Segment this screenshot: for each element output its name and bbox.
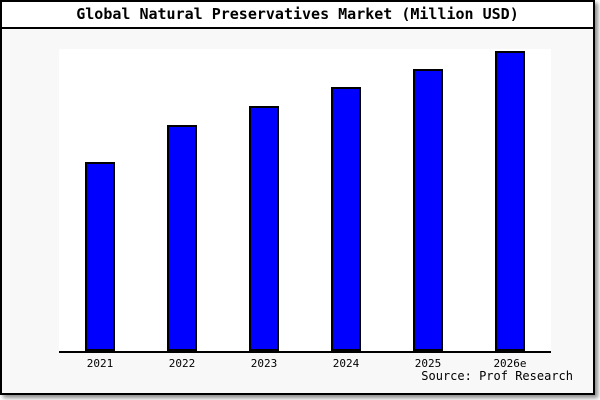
tick-label-2024: 2024 [332,357,360,370]
chart-title: Global Natural Preservatives Market (Mil… [76,5,519,23]
bar-slot [223,49,305,351]
tick-label-2023: 2023 [250,357,278,370]
x-axis-tick-labels: 2021 2022 2023 2024 2025 2026e [59,357,551,370]
plot-area [59,49,551,353]
chart-title-bar: Global Natural Preservatives Market (Mil… [2,2,593,29]
tick-label-2025: 2025 [414,357,442,370]
source-caption: Source: Prof Research [421,369,573,383]
bar-2021 [85,162,115,351]
tick-label-2022: 2022 [168,357,196,370]
bar-slot [59,49,141,351]
bar-slot [469,49,551,351]
bar-2022 [167,125,197,351]
chart-frame: Global Natural Preservatives Market (Mil… [0,0,595,395]
bar-2025 [413,69,443,351]
bar-2026e [495,51,525,351]
bar-2023 [249,106,279,351]
bar-slot [141,49,223,351]
bar-slot [305,49,387,351]
tick-label-2021: 2021 [86,357,114,370]
tick-label-2026e: 2026e [493,357,527,370]
bar-slot [387,49,469,351]
bar-2024 [331,87,361,351]
